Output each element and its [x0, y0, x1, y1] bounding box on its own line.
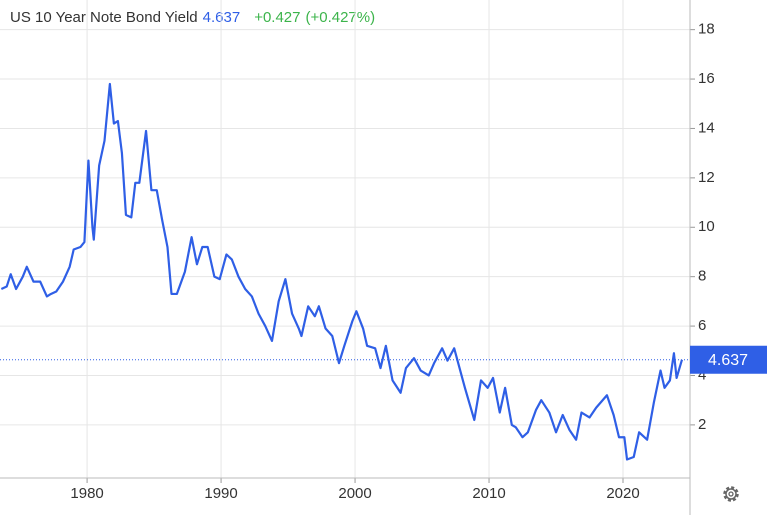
y-tick-label: 4: [698, 366, 706, 383]
last-value-box: [690, 345, 767, 374]
y-tick-label: 14: [698, 119, 715, 136]
gear-hole: [728, 491, 734, 497]
y-tick-label: 18: [698, 21, 715, 38]
y-tick-label: 8: [698, 268, 706, 285]
y-tick-label: 10: [698, 218, 715, 235]
change-pct: (+0.427%): [305, 9, 375, 26]
settings-icon[interactable]: [723, 486, 739, 502]
y-tick-label: 2: [698, 416, 706, 433]
x-tick-label: 2000: [338, 485, 371, 502]
x-tick-label: 1990: [204, 485, 237, 502]
y-tick-label: 16: [698, 70, 715, 87]
title-row: US 10 Year Note Bond Yield 4.637 +0.427 (+0…: [10, 9, 375, 26]
y-tick-label: 12: [698, 169, 715, 186]
change: +0.427: [254, 9, 300, 26]
gear-teeth: [723, 486, 739, 502]
x-tick-label: 2020: [606, 485, 639, 502]
gear-body: [725, 488, 737, 500]
last-value-label: 4.637: [708, 352, 748, 369]
x-tick-label: 2010: [472, 485, 505, 502]
y-tick-label: 6: [698, 317, 706, 334]
grid: [0, 0, 690, 478]
line-series: [0, 82, 684, 461]
chart-title: US 10 Year Note Bond Yield: [10, 9, 198, 26]
x-tick-label: 1980: [70, 485, 103, 502]
